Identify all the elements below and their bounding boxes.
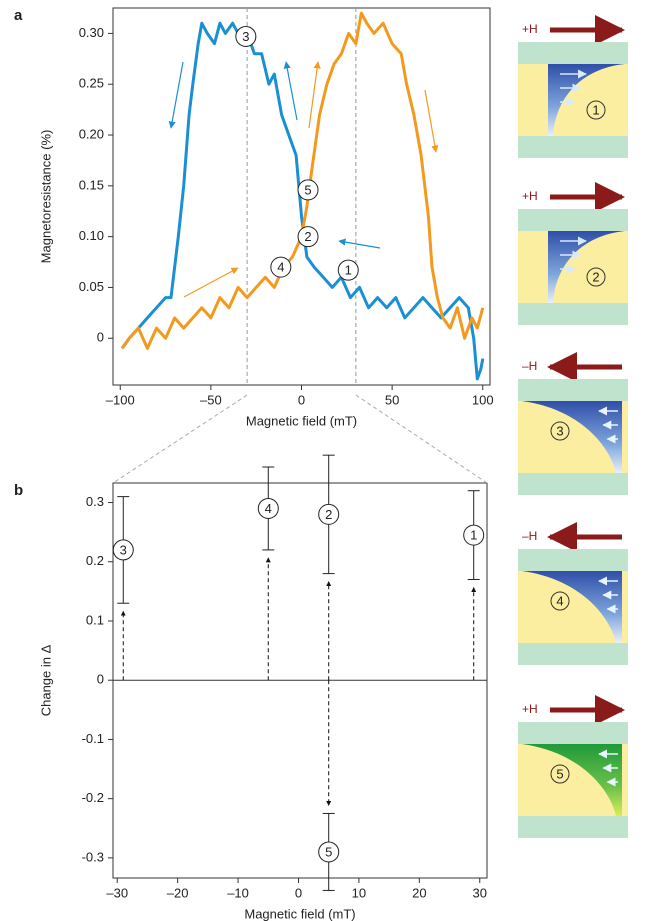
schematic: +H 1 — [518, 15, 628, 158]
lead-bottom — [518, 643, 628, 665]
y-tick-label: -0.1 — [82, 731, 104, 746]
x-tick-label: 10 — [352, 885, 366, 900]
y-axis-label: Magnetoresistance (%) — [38, 130, 53, 264]
point-label: 2 — [325, 507, 332, 522]
lead-bottom — [518, 473, 628, 495]
label-circle — [297, 226, 319, 248]
lead-top — [518, 209, 628, 231]
point-label: 4 — [265, 501, 272, 516]
field-label: +H — [522, 189, 538, 203]
lead-top — [518, 549, 628, 571]
circled-number: 4 — [556, 593, 563, 608]
circled-number: 2 — [592, 269, 599, 284]
point-label: 1 — [470, 528, 477, 543]
x-tick-label: –20 — [167, 885, 189, 900]
y-tick-label: 0.30 — [79, 25, 104, 40]
label-circle — [586, 267, 606, 287]
lead-top — [518, 379, 628, 401]
proximity-region — [548, 64, 625, 136]
label-circle — [550, 421, 570, 441]
sweep-arrow — [283, 61, 298, 121]
y-tick-label: 0 — [97, 672, 104, 687]
x-tick-label: –50 — [200, 392, 222, 407]
circled-number: 3 — [556, 423, 563, 438]
x-tick-label: 0 — [298, 392, 305, 407]
point-label: 5 — [325, 844, 332, 859]
sweep-arrow — [168, 61, 184, 129]
x-axis-label: Magnetic field (mT) — [246, 413, 357, 428]
label-circle — [270, 256, 292, 278]
label-circle — [235, 25, 257, 47]
x-axis-label: Magnetic field (mT) — [244, 906, 355, 921]
schematic: +H 5 — [518, 695, 628, 838]
y-axis-label: Change in Δ — [38, 644, 53, 716]
zoom-guide — [355, 394, 488, 484]
proximity-region — [522, 401, 622, 473]
sweep-arrow — [183, 267, 239, 298]
sweep-arrow — [424, 89, 439, 153]
circled-number: 4 — [277, 260, 284, 275]
data-point — [318, 503, 340, 525]
circled-number: 3 — [242, 29, 249, 44]
y-tick-label: 0.20 — [79, 126, 104, 141]
y-tick-label: -0.2 — [82, 790, 104, 805]
field-label: +H — [522, 22, 538, 36]
lead-bottom — [518, 136, 628, 158]
label-circle — [550, 591, 570, 611]
y-tick-label: 0.1 — [86, 612, 104, 627]
circled-number: 5 — [556, 766, 563, 781]
point-label: 3 — [120, 542, 127, 557]
label-circle — [297, 179, 319, 201]
data-point — [257, 497, 279, 519]
schematic: +H 2 — [518, 182, 628, 325]
x-tick-label: 50 — [385, 392, 399, 407]
circled-number: 5 — [304, 182, 311, 197]
zoom-guide — [112, 394, 248, 484]
proximity-region — [522, 571, 622, 643]
data-point — [318, 841, 340, 863]
x-tick-label: 0 — [295, 885, 302, 900]
lead-top — [518, 722, 628, 744]
field-label: +H — [522, 702, 538, 716]
label-circle — [337, 259, 359, 281]
x-tick-label: 20 — [412, 885, 426, 900]
schematic: –H 4 — [518, 522, 628, 665]
x-tick-label: 100 — [472, 392, 494, 407]
field-label: –H — [522, 529, 537, 543]
x-tick-label: –100 — [106, 392, 135, 407]
data-point — [463, 524, 485, 546]
lead-bottom — [518, 816, 628, 838]
proximity-region — [522, 744, 622, 816]
y-tick-label: -0.3 — [82, 849, 104, 864]
data-point — [112, 539, 134, 561]
x-tick-label: –30 — [106, 885, 128, 900]
y-tick-label: 0.3 — [86, 494, 104, 509]
y-tick-label: 0.2 — [86, 553, 104, 568]
panel-label: a — [14, 7, 23, 24]
data-line — [120, 11, 485, 350]
label-circle — [550, 764, 570, 784]
schematic: –H 3 — [518, 352, 628, 495]
y-tick-label: 0.05 — [79, 279, 104, 294]
lead-bottom — [518, 303, 628, 325]
data-line — [120, 21, 485, 381]
circled-number: 2 — [304, 229, 311, 244]
panel-label: b — [14, 482, 23, 499]
sweep-arrow — [308, 61, 321, 129]
lead-top — [518, 42, 628, 64]
label-circle — [586, 100, 606, 120]
y-tick-label: 0.10 — [79, 228, 104, 243]
field-label: –H — [522, 359, 537, 373]
y-tick-label: 0.25 — [79, 76, 104, 91]
circled-number: 1 — [345, 263, 352, 278]
y-tick-label: 0 — [97, 330, 104, 345]
circled-number: 1 — [592, 102, 599, 117]
x-tick-label: –10 — [227, 885, 249, 900]
sweep-arrow — [338, 238, 381, 249]
y-tick-label: 0.15 — [79, 177, 104, 192]
proximity-region — [548, 231, 625, 303]
x-tick-label: 30 — [473, 885, 487, 900]
